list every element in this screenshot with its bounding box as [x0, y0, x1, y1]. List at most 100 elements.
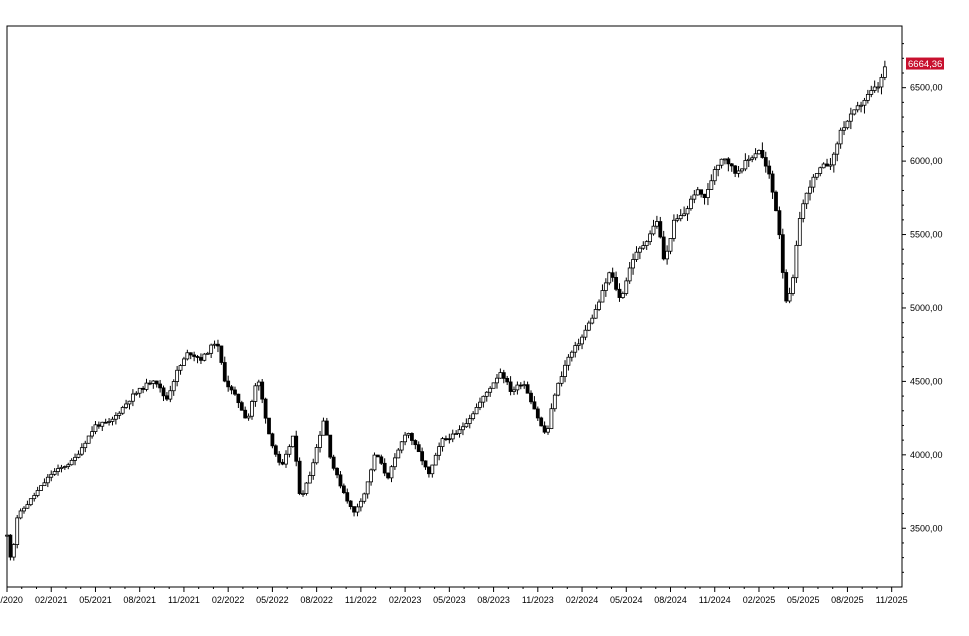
candle-body-up — [685, 208, 690, 215]
candle-body-up — [253, 385, 258, 402]
x-tick-label: 11/2023 — [522, 595, 554, 605]
candle-body-down — [161, 387, 166, 397]
candle-body-up — [488, 387, 493, 393]
candle-body-up — [168, 390, 173, 400]
candle-body-up — [580, 336, 584, 345]
x-tick-label: 05/2023 — [433, 595, 466, 605]
candle-body-up — [69, 459, 74, 466]
candle-body-up — [484, 391, 489, 397]
candle-body-down — [542, 425, 547, 433]
candle-body-up — [430, 464, 435, 475]
candle-body-up — [590, 317, 595, 324]
candle-body-up — [18, 510, 23, 519]
candle-body-up — [695, 189, 700, 196]
candle-body-up — [665, 250, 670, 260]
candle-body-up — [794, 244, 799, 279]
candle-body-up — [185, 352, 190, 360]
candle-body-up — [627, 267, 632, 282]
candle-body-down — [535, 408, 540, 419]
candle-body-up — [311, 462, 316, 476]
candle-body-up — [11, 544, 16, 558]
candle-body-up — [151, 380, 156, 384]
candle-body-up — [454, 433, 459, 435]
candle-body-up — [35, 490, 40, 496]
candle-body-up — [862, 99, 867, 106]
candle-body-up — [740, 168, 744, 172]
candle-body-up — [307, 475, 312, 484]
candle-body-up — [641, 245, 646, 249]
candle-body-down — [410, 433, 414, 441]
candle-body-down — [518, 384, 523, 387]
candle-body-up — [110, 418, 115, 422]
candle-body-up — [22, 507, 26, 512]
candle-body-up — [583, 329, 588, 338]
candle-body-up — [879, 77, 884, 88]
candle-body-up — [600, 290, 605, 303]
candle-body-down — [280, 461, 285, 465]
candle-body-down — [243, 409, 248, 419]
candle-body-down — [726, 158, 731, 165]
candle-body-up — [399, 441, 404, 451]
candle-body-down — [699, 189, 704, 195]
candle-body-down — [658, 221, 663, 238]
candle-body-down — [617, 288, 622, 298]
candle-body-down — [427, 466, 431, 475]
candle-body-up — [576, 343, 581, 346]
candle-body-up — [250, 401, 254, 417]
candle-body-up — [66, 464, 71, 467]
candle-body-up — [175, 369, 180, 382]
candle-body-down — [270, 433, 275, 447]
candle-body-down — [767, 165, 772, 175]
candle-body-up — [566, 356, 571, 366]
candle-body-down — [423, 460, 428, 468]
candle-body-up — [865, 94, 870, 101]
candle-body-down — [661, 236, 666, 260]
candle-body-down — [784, 272, 789, 302]
candle-body-up — [205, 352, 210, 355]
y-tick-label: 5000,00 — [910, 303, 943, 313]
candle-body-up — [15, 517, 20, 545]
candle-body-down — [444, 438, 448, 441]
candle-body-up — [86, 435, 91, 444]
candle-body-up — [801, 203, 806, 219]
candle-body-down — [192, 354, 197, 357]
candle-body-up — [569, 351, 574, 358]
candle-body-up — [712, 169, 717, 182]
candle-body-up — [130, 393, 135, 402]
candle-body-up — [450, 433, 455, 440]
candle-body-up — [835, 143, 840, 155]
candle-body-down — [702, 193, 707, 198]
candle-body-up — [314, 447, 319, 464]
x-tick-label: 08/2023 — [477, 595, 510, 605]
candle-body-up — [678, 215, 683, 220]
candle-body-down — [8, 534, 13, 558]
candle-body-up — [821, 163, 826, 169]
candle-body-up — [209, 344, 214, 354]
candle-body-down — [222, 362, 227, 382]
y-axis: 3500,00 4000,00 4500,00 5000,00 5500,00 6000,… — [902, 43, 943, 573]
candle-body-up — [512, 389, 516, 392]
candle-body-up — [818, 167, 823, 174]
candle-body-up — [144, 382, 149, 390]
candle-body-up — [515, 384, 520, 391]
candle-body-up — [559, 376, 564, 384]
candle-body-up — [461, 426, 465, 431]
candle-body-up — [52, 471, 57, 475]
candle-body-up — [440, 438, 445, 447]
candle-body-up — [859, 104, 863, 107]
candle-body-up — [256, 381, 261, 387]
candle-body-up — [42, 482, 47, 487]
candle-body-up — [389, 466, 394, 479]
candle-body-up — [495, 377, 499, 384]
candle-body-down — [505, 377, 510, 383]
x-tick-label: 08/2025 — [831, 595, 864, 605]
candle-body-up — [369, 469, 373, 483]
candle-body-down — [335, 467, 339, 476]
candle-body-up — [107, 421, 111, 423]
candle-body-up — [736, 170, 741, 174]
candle-body-up — [287, 446, 292, 455]
x-tick-label: 11/2024 — [699, 595, 731, 605]
candle-body-down — [148, 382, 152, 385]
candle-body-down — [338, 474, 343, 487]
